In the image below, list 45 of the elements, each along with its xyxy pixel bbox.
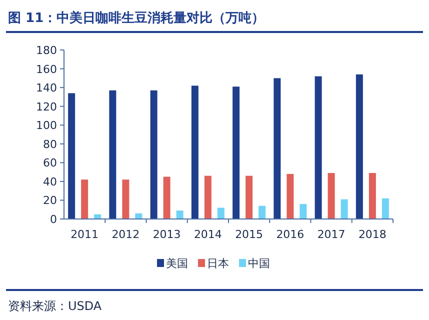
y-tick-label: 60 (43, 156, 57, 170)
x-tick-label: 2017 (317, 228, 346, 241)
bar (340, 199, 348, 219)
text: 资料来源：USDA (8, 299, 102, 313)
bar (204, 176, 212, 219)
x-tick-label: 2018 (358, 228, 386, 241)
bar (300, 204, 307, 219)
bar (246, 176, 253, 219)
y-tick-label: 40 (43, 175, 57, 188)
bar (176, 210, 184, 219)
y-tick-label: 120 (36, 100, 57, 114)
legend-label: 美国 (166, 257, 188, 270)
bar (232, 86, 240, 219)
y-tick-label: 160 (36, 62, 57, 76)
bar (81, 180, 88, 219)
bar (356, 74, 363, 219)
y-tick-label: 180 (36, 44, 57, 57)
x-tick-label: 2012 (112, 228, 140, 241)
y-tick-label: 140 (36, 82, 57, 95)
legend-label: 中国 (248, 257, 270, 270)
y-tick-label: 0 (50, 213, 57, 226)
x-tick-label: 2014 (194, 228, 222, 241)
y-tick-label: 20 (43, 194, 57, 208)
x-tick-label: 2013 (152, 228, 181, 241)
bar (68, 93, 76, 219)
bar (382, 198, 389, 219)
bar (328, 172, 335, 219)
x-tick-label: 2011 (70, 228, 99, 241)
x-tick-label: 2016 (276, 228, 304, 241)
bar (286, 174, 294, 219)
bar (191, 86, 198, 219)
y-tick-label: 100 (36, 119, 57, 132)
x-tick-label: 2015 (235, 228, 264, 241)
chart-title: 图 11：中美日咖啡生豆消耗量对比（万吨） (8, 10, 265, 26)
bar (368, 172, 376, 219)
bar (109, 90, 116, 219)
bar (314, 76, 322, 219)
bar (150, 90, 158, 219)
y-tick-label: 80 (43, 138, 57, 151)
bar (274, 78, 281, 219)
legend-label: 日本 (207, 257, 229, 270)
bar (163, 176, 170, 219)
bar (217, 208, 224, 219)
bar (122, 180, 130, 219)
bar (258, 206, 266, 219)
